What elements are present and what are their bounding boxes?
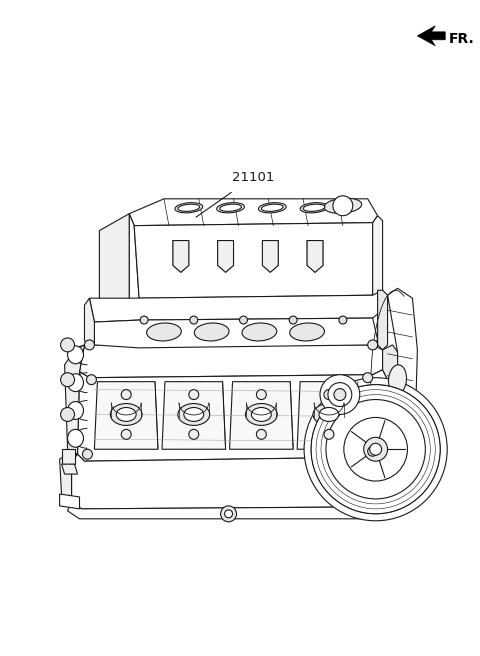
Ellipse shape [146, 323, 181, 341]
Ellipse shape [110, 403, 142, 425]
Ellipse shape [245, 403, 277, 425]
Ellipse shape [313, 403, 345, 425]
Polygon shape [95, 318, 378, 348]
Circle shape [140, 316, 148, 324]
Text: FR.: FR. [449, 32, 475, 46]
Circle shape [311, 384, 440, 514]
Polygon shape [65, 345, 84, 454]
Circle shape [344, 417, 408, 481]
Polygon shape [297, 382, 361, 449]
Circle shape [328, 382, 352, 407]
Polygon shape [61, 464, 77, 474]
Ellipse shape [68, 346, 84, 364]
Polygon shape [129, 214, 139, 305]
Circle shape [121, 390, 131, 400]
Ellipse shape [252, 407, 271, 421]
Polygon shape [60, 454, 77, 502]
Ellipse shape [258, 203, 286, 213]
Polygon shape [61, 449, 74, 464]
Circle shape [121, 430, 131, 440]
Circle shape [289, 316, 297, 324]
Circle shape [189, 430, 199, 440]
Polygon shape [307, 241, 323, 272]
Circle shape [304, 378, 447, 521]
Polygon shape [68, 499, 383, 519]
Polygon shape [84, 298, 95, 348]
Ellipse shape [68, 430, 84, 447]
Polygon shape [173, 241, 189, 272]
Polygon shape [263, 241, 278, 272]
Circle shape [334, 388, 346, 401]
Ellipse shape [290, 323, 324, 341]
Ellipse shape [303, 204, 325, 211]
Ellipse shape [68, 401, 84, 419]
Polygon shape [129, 199, 378, 226]
Ellipse shape [175, 203, 203, 213]
Ellipse shape [116, 407, 136, 421]
Polygon shape [95, 382, 158, 449]
Polygon shape [387, 288, 418, 467]
Ellipse shape [324, 198, 361, 213]
Polygon shape [72, 454, 383, 509]
Circle shape [83, 449, 93, 459]
Circle shape [60, 407, 74, 421]
Circle shape [256, 430, 266, 440]
Circle shape [324, 390, 334, 400]
Circle shape [339, 316, 347, 324]
Circle shape [364, 438, 387, 461]
Ellipse shape [300, 203, 328, 213]
Circle shape [333, 196, 353, 216]
Circle shape [256, 390, 266, 400]
Circle shape [189, 390, 199, 400]
Polygon shape [99, 214, 129, 315]
Circle shape [84, 340, 95, 350]
Text: 21101: 21101 [232, 171, 275, 184]
Ellipse shape [178, 204, 200, 211]
Circle shape [326, 400, 425, 499]
Ellipse shape [216, 203, 244, 213]
Polygon shape [162, 382, 226, 449]
Circle shape [60, 338, 74, 352]
Circle shape [240, 316, 248, 324]
Circle shape [320, 375, 360, 415]
Ellipse shape [220, 204, 241, 211]
Polygon shape [383, 345, 399, 459]
Ellipse shape [242, 323, 277, 341]
Ellipse shape [184, 407, 204, 421]
Circle shape [190, 316, 198, 324]
Circle shape [368, 446, 378, 456]
Polygon shape [134, 222, 372, 298]
Ellipse shape [262, 204, 283, 211]
Polygon shape [217, 241, 234, 272]
Polygon shape [89, 290, 383, 322]
Ellipse shape [194, 323, 229, 341]
Polygon shape [77, 370, 387, 461]
Circle shape [225, 510, 232, 518]
Circle shape [60, 373, 74, 386]
Ellipse shape [388, 365, 407, 394]
Polygon shape [418, 26, 445, 46]
Polygon shape [372, 216, 383, 298]
Circle shape [221, 506, 237, 522]
Polygon shape [378, 290, 387, 350]
Circle shape [370, 443, 382, 455]
Circle shape [368, 340, 378, 350]
Ellipse shape [68, 374, 84, 392]
Circle shape [86, 375, 96, 384]
Ellipse shape [178, 403, 210, 425]
Polygon shape [80, 345, 383, 378]
Circle shape [363, 373, 372, 382]
Circle shape [324, 430, 334, 440]
Ellipse shape [319, 407, 339, 421]
Ellipse shape [392, 413, 404, 426]
Polygon shape [60, 494, 80, 509]
Polygon shape [229, 382, 293, 449]
